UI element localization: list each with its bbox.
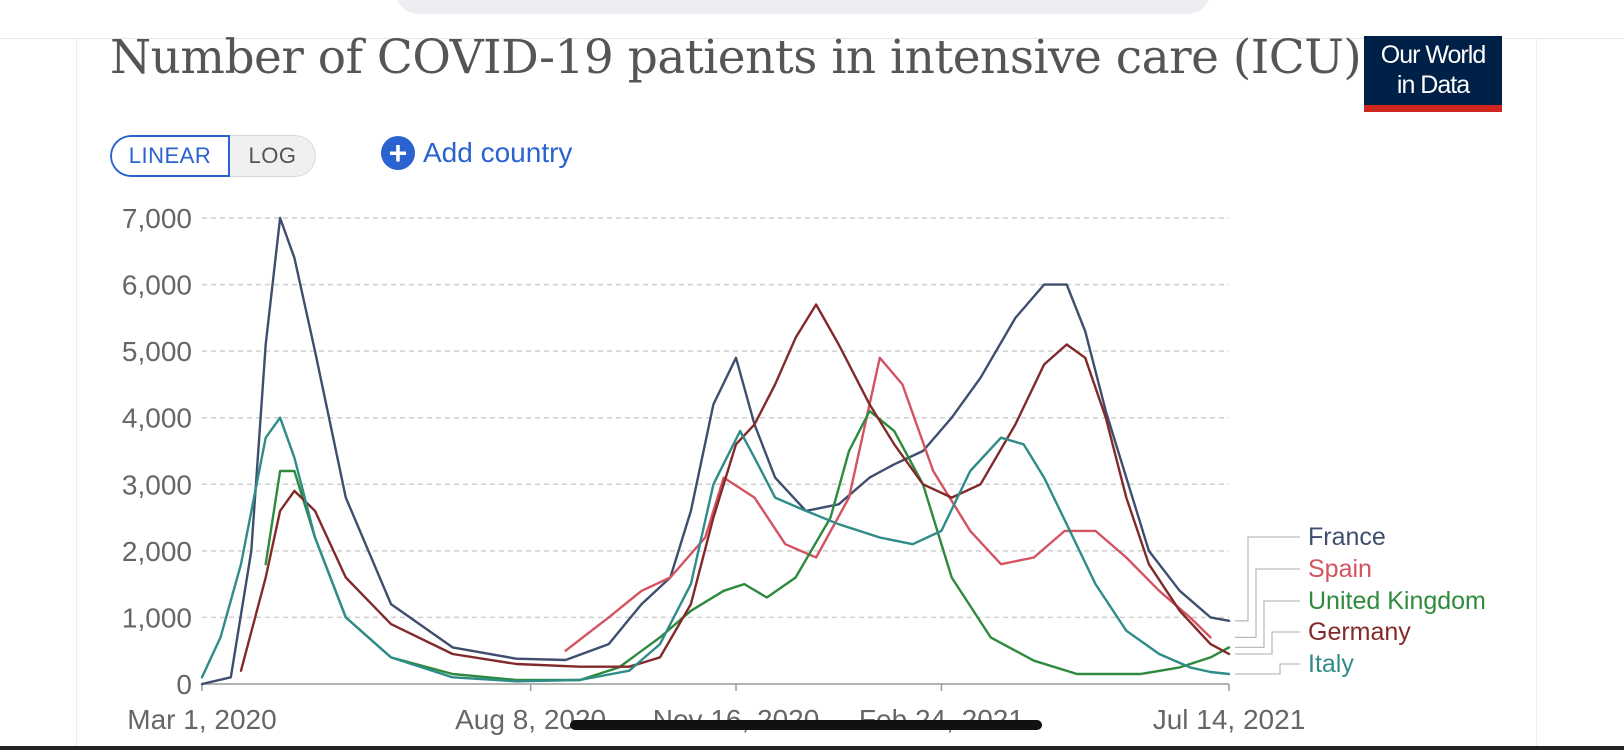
y-tick-label: 1,000 — [122, 602, 192, 633]
series-line-germany[interactable] — [239, 303, 1231, 672]
legend-label-france[interactable]: France — [1308, 523, 1386, 551]
legend-connector-united-kingdom — [1235, 600, 1300, 649]
home-indicator — [570, 720, 1042, 730]
x-tick-label: Jul 14, 2021 — [1153, 704, 1306, 735]
top-divider — [0, 38, 1624, 39]
legend-connector-france — [1235, 536, 1300, 622]
y-tick-label: 6,000 — [122, 270, 192, 301]
y-tick-label: 4,000 — [122, 403, 192, 434]
grid-lines — [202, 217, 1229, 619]
legend: France Spain United Kingdom Germany Italy — [1235, 523, 1486, 678]
y-tick-label: 2,000 — [122, 536, 192, 567]
y-axis-ticks: 0 1,000 2,000 3,000 4,000 5,000 6,000 7,000 — [122, 203, 192, 700]
bottom-divider — [0, 746, 1624, 750]
add-country-button[interactable]: + Add country — [381, 135, 572, 171]
browser-top-pill — [395, 0, 1211, 14]
logo-line-2: in Data — [1396, 71, 1470, 99]
series-line-spain[interactable] — [564, 356, 1212, 652]
series-line-france[interactable] — [200, 216, 1231, 686]
y-tick-label: 0 — [176, 669, 192, 700]
legend-connector-germany — [1235, 631, 1300, 655]
series-line-united-kingdom[interactable] — [264, 409, 1231, 682]
card-edge-right — [1536, 39, 1537, 750]
y-tick-label: 5,000 — [122, 336, 192, 367]
legend-label-spain[interactable]: Spain — [1308, 555, 1372, 583]
legend-connector-spain — [1235, 568, 1300, 639]
logo-line-1: Our World — [1380, 41, 1486, 69]
legend-label-germany[interactable]: Germany — [1308, 618, 1411, 646]
y-tick-label: 7,000 — [122, 203, 192, 234]
legend-connector-italy — [1235, 663, 1300, 675]
series-line-italy[interactable] — [200, 416, 1231, 683]
card-edge-left — [76, 39, 77, 750]
x-tick-label: Mar 1, 2020 — [127, 704, 276, 735]
log-scale-button[interactable]: LOG — [230, 135, 316, 177]
plus-circle-icon: + — [381, 136, 415, 170]
legend-label-united-kingdom[interactable]: United Kingdom — [1308, 587, 1486, 615]
legend-label-italy[interactable]: Italy — [1308, 650, 1354, 678]
chart-title: Number of COVID-19 patients in intensive… — [110, 30, 1362, 85]
y-tick-label: 3,000 — [122, 469, 192, 500]
scale-toggle: LINEAR LOG — [110, 135, 316, 177]
series-lines — [200, 216, 1231, 686]
linear-scale-button[interactable]: LINEAR — [110, 135, 230, 177]
add-country-label: Add country — [423, 137, 573, 168]
owid-logo[interactable]: Our World in Data — [1364, 36, 1502, 112]
